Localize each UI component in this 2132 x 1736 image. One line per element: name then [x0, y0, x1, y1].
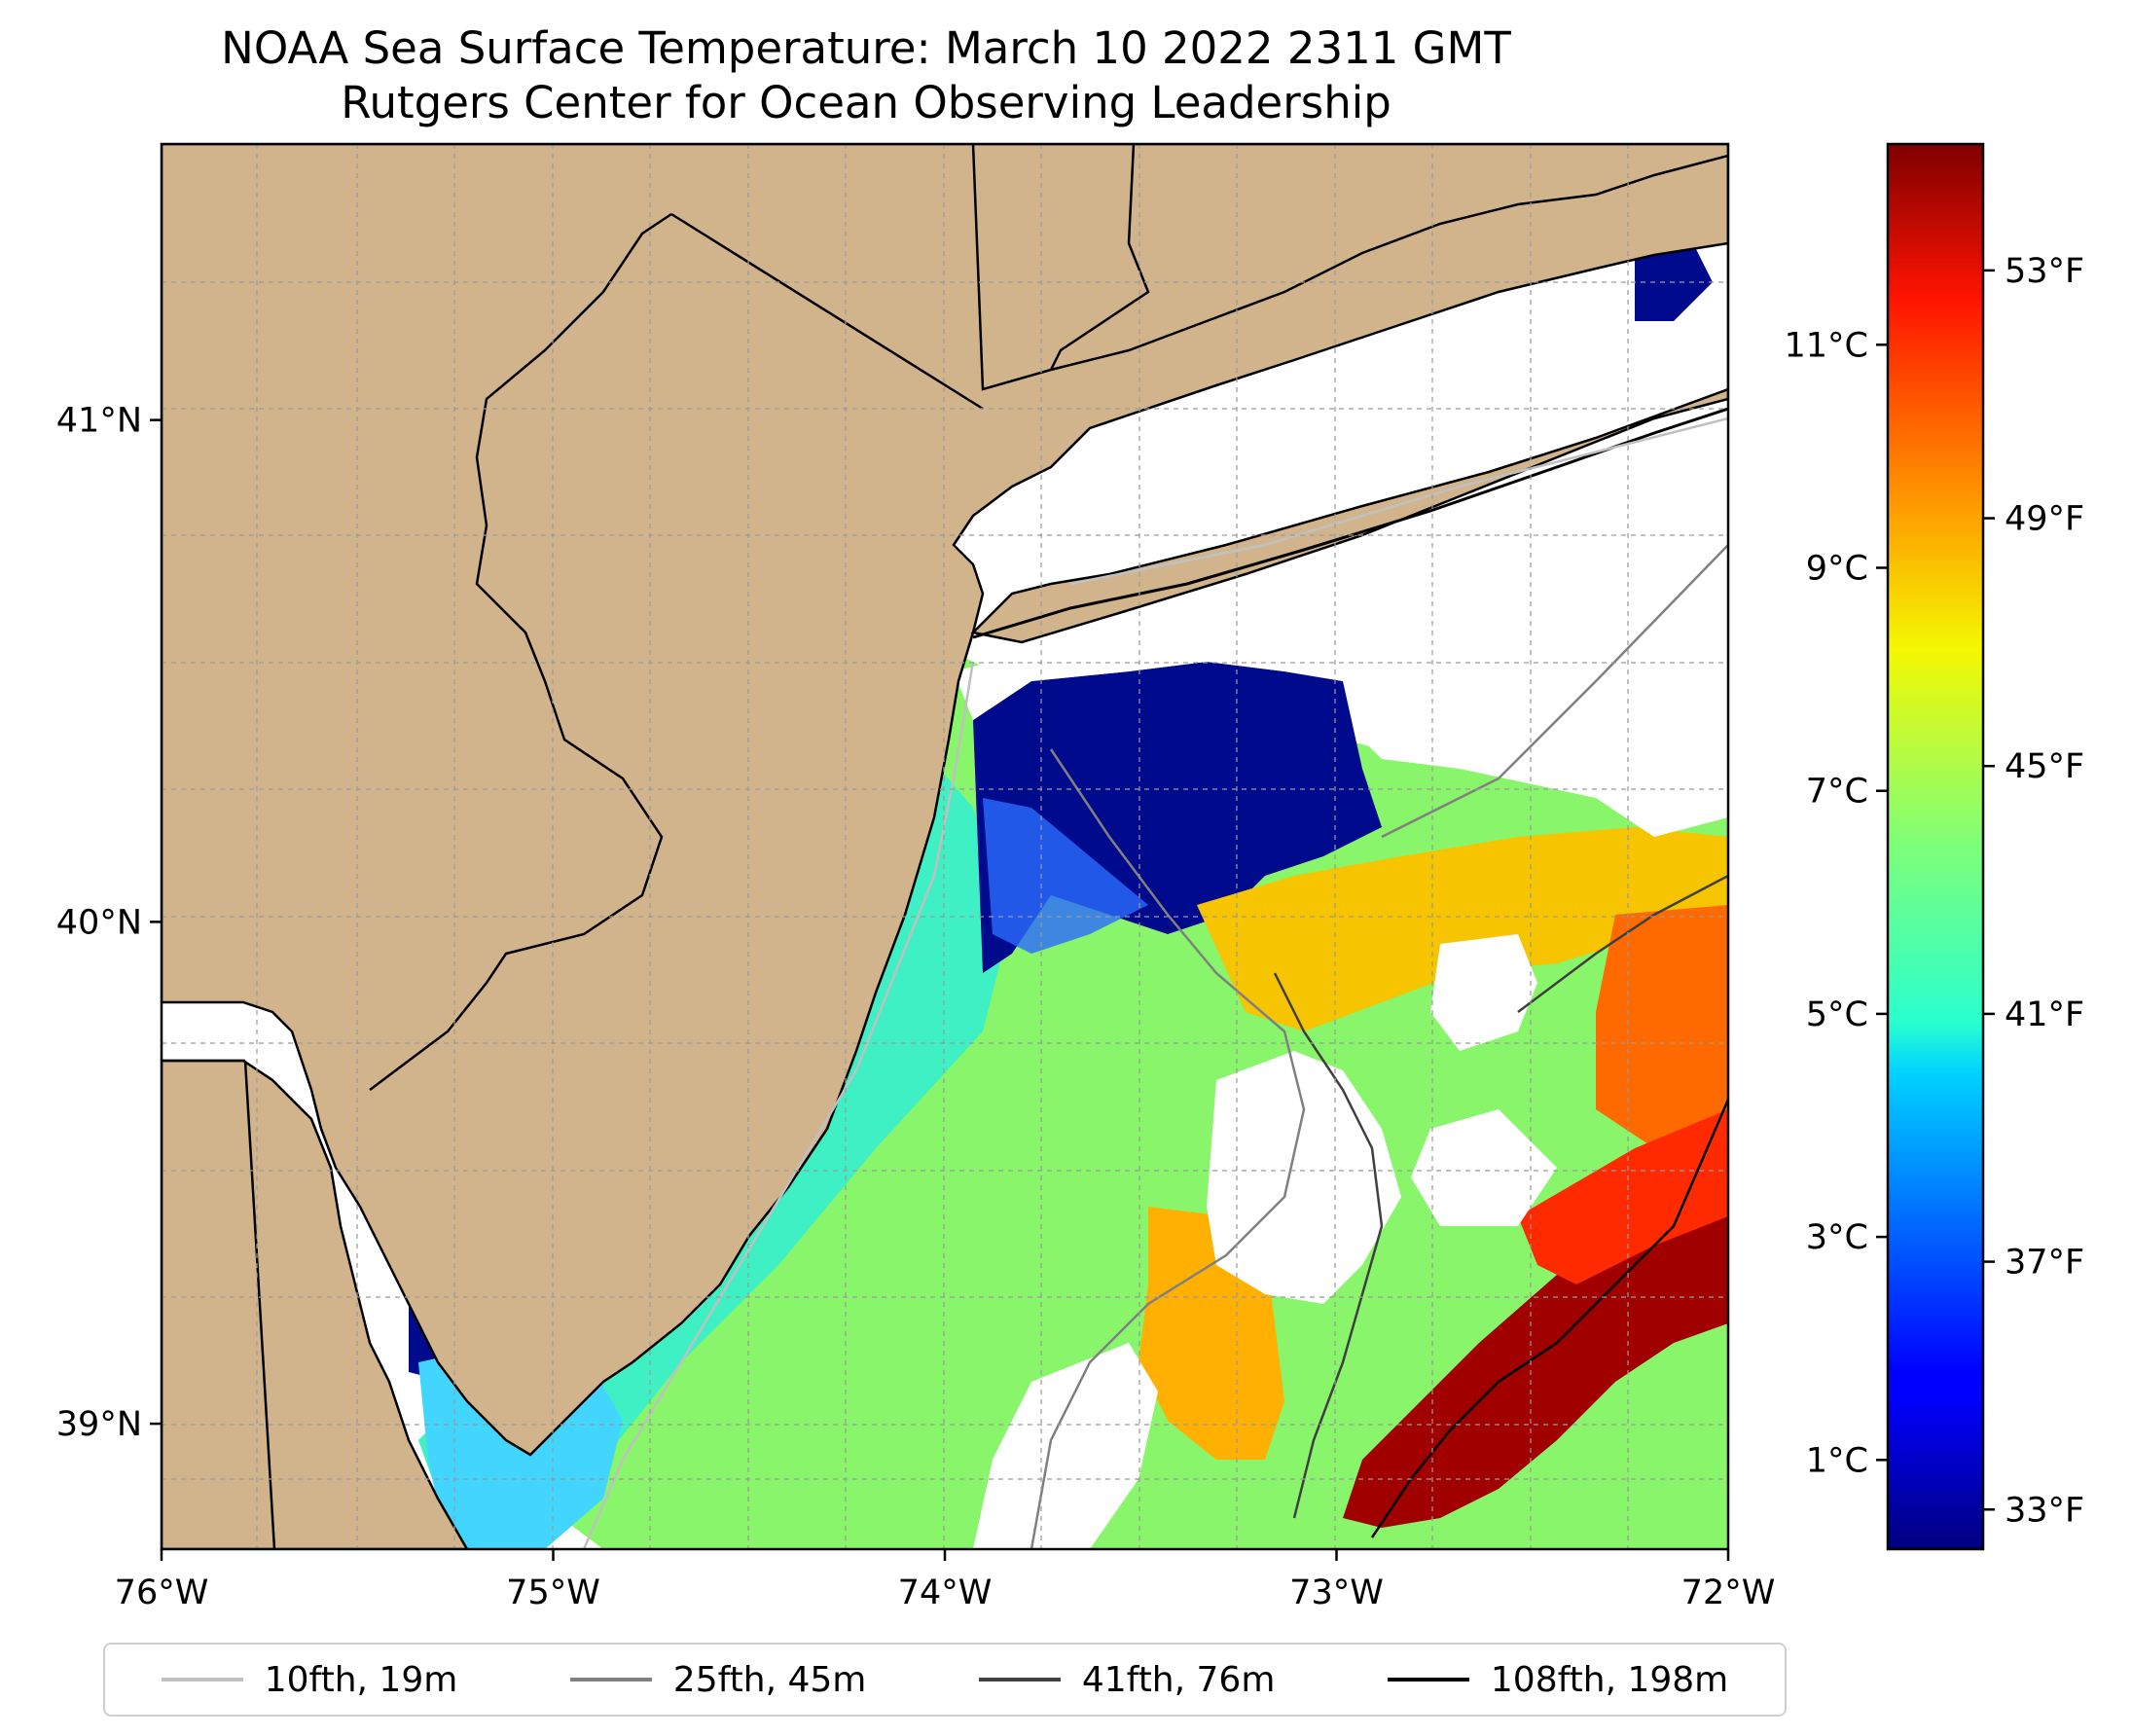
isobath-41fth — [1273, 874, 1728, 1519]
legend-line-icon — [569, 1678, 652, 1682]
latitude-axis: 41°N 40°N 39°N — [56, 402, 162, 1444]
fahrenheit-tick-label: 45°F — [2005, 747, 2084, 786]
legend-label: 25fth, 45m — [672, 1659, 867, 1700]
lat-tick-label: 40°N — [56, 903, 142, 942]
land-long-island — [970, 144, 1728, 644]
colorbar-celsius-axis: 1°C 3°C 5°C 7°C 9°C 11°C — [1785, 326, 1888, 1480]
sst-field-cold-rim — [983, 798, 1148, 954]
colorbar-fahrenheit-axis: 33°F 37°F 41°F 45°F 49°F 53°F — [1983, 252, 2084, 1530]
fahrenheit-tick-label: 33°F — [2005, 1491, 2084, 1530]
lon-tick-label: 76°W — [115, 1573, 209, 1612]
state-border-de-md — [162, 1059, 276, 1549]
land-delaware — [162, 1059, 469, 1549]
celsius-tick-label: 7°C — [1806, 773, 1868, 812]
lon-tick-label: 75°W — [506, 1573, 600, 1612]
map-title: NOAA Sea Surface Temperature: March 10 2… — [0, 21, 1732, 130]
legend-label: 10fth, 19m — [264, 1659, 458, 1700]
no-data-hole-1 — [1207, 1051, 1401, 1304]
fahrenheit-tick-label: 49°F — [2005, 500, 2084, 539]
legend-line-icon — [978, 1678, 1061, 1682]
legend-item-108fth: 108fth, 198m — [1387, 1659, 1729, 1700]
lon-tick-label: 74°W — [898, 1573, 993, 1612]
legend-item-25fth: 25fth, 45m — [569, 1659, 867, 1700]
legend-item-41fth: 41fth, 76m — [978, 1659, 1276, 1700]
legend-item-10fth: 10fth, 19m — [161, 1659, 458, 1700]
map-area — [162, 144, 1728, 1549]
celsius-tick-label: 1°C — [1806, 1441, 1868, 1480]
isobath-108fth — [1370, 1099, 1728, 1538]
long-island-coast — [972, 407, 1728, 639]
state-border-nj-pa-river — [369, 212, 672, 1091]
no-data-hole-2 — [1430, 934, 1537, 1051]
legend-label: 108fth, 198m — [1490, 1659, 1729, 1700]
fahrenheit-tick-label: 37°F — [2005, 1244, 2084, 1283]
no-data-north — [954, 584, 1728, 837]
graticule — [162, 144, 1728, 1549]
legend-line-icon — [161, 1678, 243, 1682]
legend-label: 41fth, 76m — [1081, 1659, 1276, 1700]
colorbar — [1886, 142, 1985, 1551]
title-line-1: NOAA Sea Surface Temperature: March 10 2… — [221, 22, 1511, 74]
lon-tick-label: 72°W — [1681, 1573, 1776, 1612]
land-connecticut-rhode-island — [971, 144, 1728, 391]
no-data-hole-3 — [973, 1343, 1158, 1549]
isobath-25fth — [1030, 544, 1728, 1549]
sst-field-red — [1518, 1109, 1728, 1284]
celsius-tick-label: 3°C — [1806, 1218, 1868, 1257]
sst-field-orange — [1596, 905, 1728, 1148]
state-border-nj-ny — [670, 144, 1150, 411]
sst-field-warm — [1197, 827, 1728, 1031]
fahrenheit-tick-label: 41°F — [2005, 995, 2084, 1034]
lon-tick-label: 73°W — [1289, 1573, 1384, 1612]
lat-tick-label: 41°N — [56, 402, 142, 441]
title-line-2: Rutgers Center for Ocean Observing Leade… — [341, 77, 1391, 128]
isobath-legend: 10fth, 19m 25fth, 45m 41fth, 76m 108fth,… — [103, 1643, 1787, 1717]
celsius-tick-label: 11°C — [1785, 326, 1868, 365]
no-data-hole-4 — [1411, 1109, 1557, 1226]
celsius-tick-label: 5°C — [1806, 995, 1868, 1034]
fahrenheit-tick-label: 53°F — [2005, 252, 2084, 291]
longitude-axis: 76°W 75°W 74°W 73°W 72°W — [115, 1549, 1776, 1612]
lat-tick-label: 39°N — [56, 1405, 142, 1444]
celsius-tick-label: 9°C — [1806, 549, 1868, 588]
legend-line-icon — [1387, 1678, 1469, 1682]
